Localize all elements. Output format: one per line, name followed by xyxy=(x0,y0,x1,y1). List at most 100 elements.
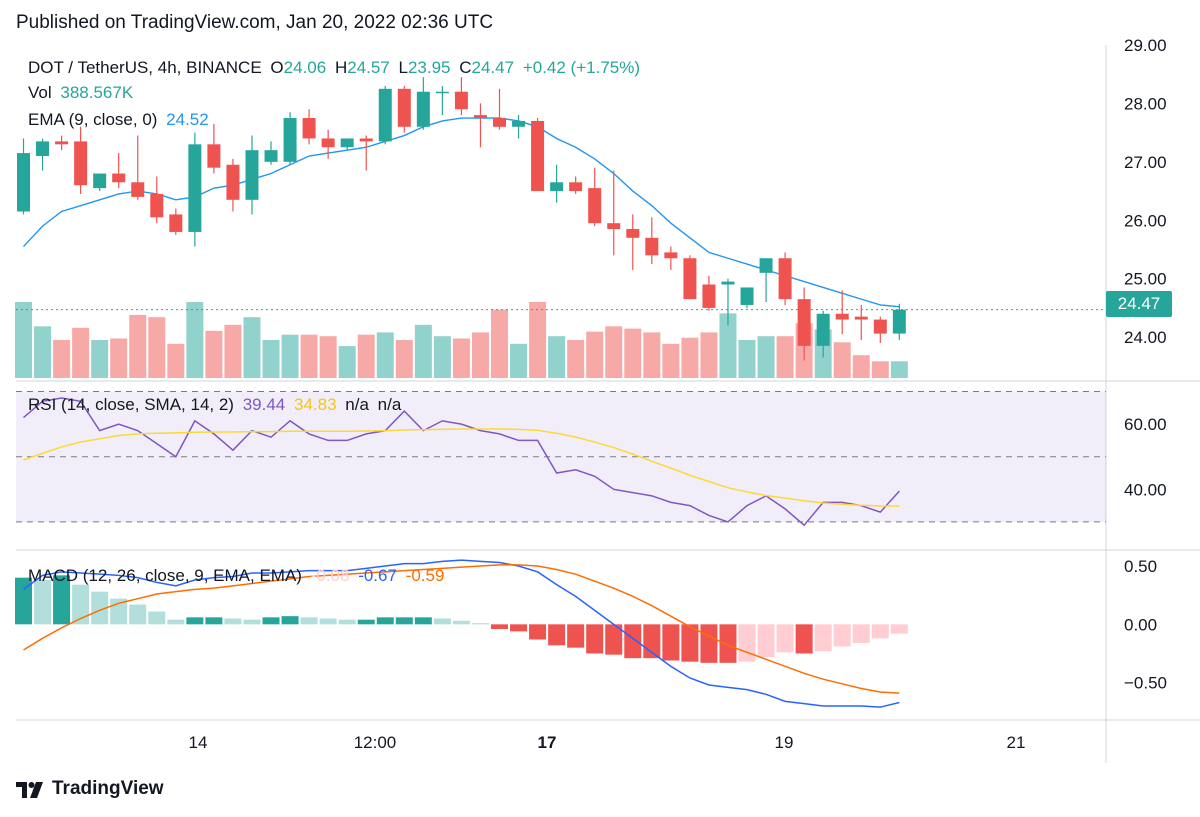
macd-tick-label: 0.00 xyxy=(1124,615,1157,634)
volume-bar xyxy=(414,324,432,378)
macd-histogram-bar xyxy=(72,584,90,625)
symbol-legend: DOT / TetherUS, 4h, BINANCE O24.06 H24.5… xyxy=(28,58,644,78)
macd-histogram-bar xyxy=(624,624,642,659)
volume-bar xyxy=(586,331,604,378)
macd-histogram-bar xyxy=(757,624,775,657)
volume-bar xyxy=(262,340,280,378)
volume-bar xyxy=(395,340,413,378)
volume-bar xyxy=(433,336,451,378)
macd-value: -0.67 xyxy=(358,566,397,585)
macd-histogram-bar xyxy=(890,624,908,634)
time-axis-label: 12:00 xyxy=(354,733,397,752)
candle-body xyxy=(550,182,564,192)
volume-bar xyxy=(776,336,794,378)
high-value: 24.57 xyxy=(347,58,390,77)
price-tick-label: 28.00 xyxy=(1124,94,1167,113)
low-value: 23.95 xyxy=(407,58,451,77)
macd-histogram-bar xyxy=(186,617,204,625)
volume-bar xyxy=(110,338,128,378)
volume-bar xyxy=(281,334,299,378)
volume-bar xyxy=(491,309,508,378)
macd-histogram-bar xyxy=(567,624,585,648)
candle-body xyxy=(740,287,754,305)
macd-histogram-bar xyxy=(871,624,889,639)
change-value: +0.42 (+1.75%) xyxy=(522,58,641,77)
price-tick-label: 26.00 xyxy=(1124,211,1167,230)
volume-bar xyxy=(510,343,528,378)
candle-body xyxy=(131,182,145,197)
candle-body xyxy=(55,141,69,145)
volume-bar xyxy=(681,337,699,378)
candle-body xyxy=(759,258,773,273)
macd-histogram-bar xyxy=(262,617,280,625)
macd-histogram-bar xyxy=(700,624,718,663)
candle-body xyxy=(473,115,487,119)
candle-body xyxy=(150,193,164,218)
volume-legend: Vol 388.567K xyxy=(28,83,137,103)
candle-body xyxy=(797,299,811,346)
macd-histogram-bar xyxy=(852,624,870,643)
macd-histogram-bar xyxy=(738,624,756,662)
candle-body xyxy=(454,91,468,110)
macd-histogram-bar xyxy=(205,617,223,625)
volume-bar xyxy=(91,340,109,378)
macd-label: MACD (12, 26, close, 9, EMA, EMA) xyxy=(28,566,302,585)
candle-body xyxy=(816,313,830,346)
macd-histogram-bar xyxy=(433,618,451,625)
macd-signal-value: -0.59 xyxy=(405,566,445,585)
price-tick-label: 27.00 xyxy=(1124,153,1167,172)
macd-histogram-bar xyxy=(586,624,604,654)
candle-body xyxy=(702,284,716,308)
macd-histogram-bar xyxy=(414,617,432,625)
volume-bar xyxy=(471,332,489,378)
close-value: 24.47 xyxy=(471,58,515,77)
candle-body xyxy=(493,118,506,127)
macd-histogram-bar xyxy=(529,624,547,640)
volume-label: Vol xyxy=(28,83,52,102)
volume-bar xyxy=(624,328,642,378)
volume-bar xyxy=(871,361,889,378)
candle-body xyxy=(359,138,373,142)
tradingview-brand[interactable]: TradingView xyxy=(16,778,164,800)
volume-bar xyxy=(148,317,166,378)
candle-body xyxy=(36,141,50,156)
candle-body xyxy=(302,118,316,139)
macd-histogram-bar xyxy=(491,624,508,629)
candle-body xyxy=(264,150,278,162)
macd-histogram-bar xyxy=(452,620,470,625)
macd-histogram-bar xyxy=(319,618,337,625)
candle-body xyxy=(17,153,30,212)
candle-body xyxy=(74,141,88,186)
volume-bar xyxy=(224,324,242,378)
volume-bar xyxy=(167,343,185,378)
volume-bar xyxy=(15,302,32,378)
close-label: C xyxy=(459,58,472,77)
candle-body xyxy=(435,91,449,94)
last-price-tag: 24.47 xyxy=(1106,291,1172,317)
macd-histogram-bar xyxy=(395,617,413,625)
volume-bar xyxy=(319,336,337,378)
volume-bar xyxy=(833,342,851,378)
volume-bar xyxy=(300,334,318,378)
volume-bar xyxy=(357,334,375,378)
macd-histogram-bar xyxy=(281,616,299,625)
rsi-na-2: n/a xyxy=(377,395,402,414)
open-label: O xyxy=(270,58,284,77)
macd-histogram-bar xyxy=(548,624,566,646)
candle-body xyxy=(226,164,240,200)
ema-line xyxy=(22,117,900,308)
ema-value: 24.52 xyxy=(166,110,209,129)
volume-bar xyxy=(529,302,547,378)
macd-histogram-bar xyxy=(833,624,851,647)
macd-histogram-bar xyxy=(53,575,71,625)
macd-histogram-bar xyxy=(681,624,699,662)
volume-bar xyxy=(338,346,356,378)
candle-body xyxy=(531,120,545,192)
volume-bar xyxy=(376,332,394,378)
volume-bar xyxy=(890,361,908,378)
macd-histogram-bar xyxy=(338,619,356,625)
candle-body xyxy=(397,88,411,127)
candle-body xyxy=(607,223,621,230)
candle-body xyxy=(664,252,678,259)
